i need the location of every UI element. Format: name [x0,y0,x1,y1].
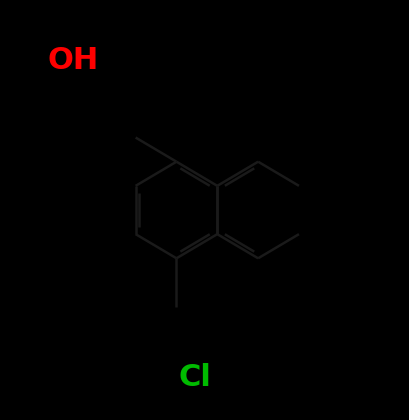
Text: OH: OH [47,46,98,76]
Text: Cl: Cl [178,363,211,392]
